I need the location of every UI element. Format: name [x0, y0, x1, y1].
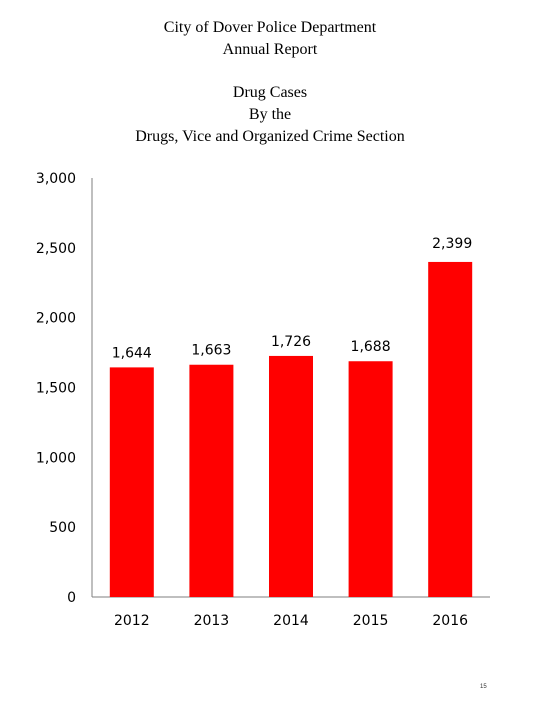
y-tick-label: 1,500	[36, 381, 76, 397]
bar-2014	[269, 355, 313, 597]
y-tick-label: 2,000	[36, 311, 76, 327]
y-tick-label: 1,000	[36, 450, 76, 466]
data-label: 1,663	[191, 343, 231, 359]
y-tick-label: 0	[67, 590, 76, 606]
x-tick-label: 2016	[432, 613, 468, 629]
bar-2015	[348, 361, 393, 597]
x-tick-label: 2012	[114, 613, 150, 629]
x-tick-label: 2013	[194, 613, 230, 629]
x-tick-label: 2015	[353, 613, 389, 629]
bar-2016	[428, 261, 473, 597]
data-label: 1,726	[271, 334, 311, 350]
data-label: 1,644	[112, 345, 152, 361]
y-tick-label: 2,500	[36, 241, 76, 257]
chart-title-line1: Drug Cases	[232, 84, 308, 101]
y-tick-label: 3,000	[36, 171, 76, 187]
bar-2013	[189, 364, 234, 597]
bar-2012	[109, 367, 154, 597]
x-tick-label: 2014	[273, 613, 309, 629]
chart-title-line2: By the	[248, 106, 292, 123]
data-label: 1,688	[351, 339, 391, 355]
report-title-line1: City of Dover Police Department	[163, 19, 377, 36]
page-number: 15	[480, 684, 487, 690]
y-tick-label: 500	[49, 520, 76, 536]
data-label: 2,399	[432, 236, 472, 252]
report-title-line2: Annual Report	[222, 41, 318, 58]
chart-title-line3: Drugs, Vice and Organized Crime Section	[135, 128, 405, 145]
